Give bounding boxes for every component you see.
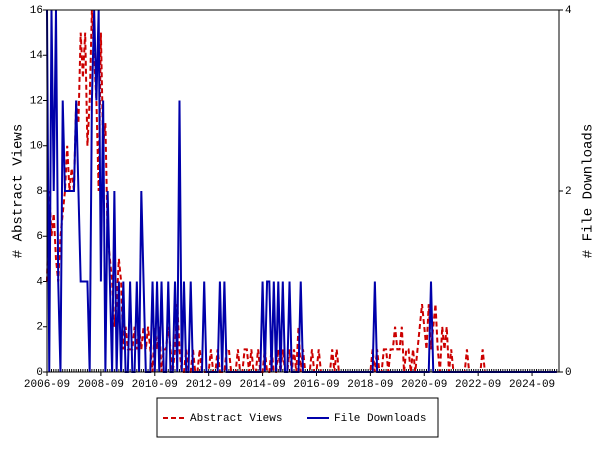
y-tick-label: 14 [30, 50, 44, 62]
x-tick-label: 2012-09 [186, 379, 232, 391]
x-tick-label: 2014-09 [239, 379, 285, 391]
x-tick-label: 2024-09 [509, 379, 555, 391]
y-tick-label: 10 [30, 141, 43, 153]
y-tick-label: 6 [36, 231, 43, 243]
y-axis-title: # Abstract Views [11, 124, 27, 258]
series-line [46, 9, 557, 373]
y-tick-label: 16 [30, 5, 43, 17]
plot-frame [46, 9, 560, 373]
y-tick-label: 2 [36, 322, 43, 334]
legend-label: Abstract Views [190, 413, 282, 425]
y2-tick-label: 2 [565, 186, 572, 198]
y-tick-label: 0 [36, 367, 43, 379]
x-tick-label: 2018-09 [347, 379, 393, 391]
y2-axis-title: # File Downloads [581, 124, 597, 258]
y-tick-label: 8 [36, 186, 43, 198]
x-tick-label: 2016-09 [293, 379, 339, 391]
x-tick-label: 2006-09 [24, 379, 70, 391]
x-tick-label: 2010-09 [132, 379, 178, 391]
x-tick-label: 2020-09 [401, 379, 447, 391]
x-tick-label: 2008-09 [78, 379, 124, 391]
legend-label: File Downloads [334, 413, 426, 425]
y2-tick-label: 0 [565, 367, 572, 379]
y2-tick-label: 4 [565, 5, 572, 17]
x-tick-label: 2022-09 [455, 379, 501, 391]
y-tick-label: 4 [36, 276, 43, 288]
legend-box [156, 397, 439, 438]
y-tick-label: 12 [30, 95, 43, 107]
